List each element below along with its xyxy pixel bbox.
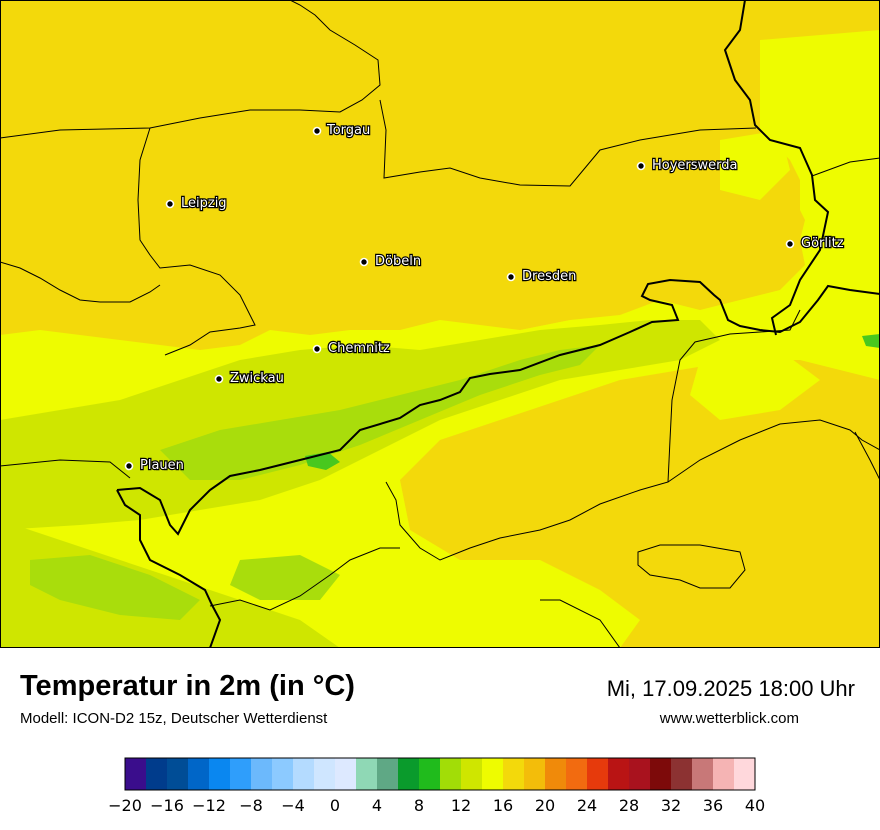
legend-swatch: [629, 758, 651, 790]
country-borders: [116, 0, 880, 648]
legend-swatch: [251, 758, 273, 790]
model-credit: Modell: ICON-D2 15z, Deutscher Wetterdie…: [20, 710, 328, 727]
legend-tick-label: −12: [192, 796, 226, 815]
legend-swatch: [587, 758, 609, 790]
map-title: Temperatur in 2m (in °C): [20, 670, 355, 702]
legend-swatch: [146, 758, 168, 790]
city-marker: [636, 161, 646, 171]
legend-swatch: [692, 758, 714, 790]
legend-swatch: [167, 758, 189, 790]
legend-swatch: [650, 758, 672, 790]
legend-tick-label: 28: [619, 796, 639, 815]
city-hoyerswerda: Hoyerswerda: [636, 157, 739, 174]
legend-tick-label: 4: [372, 796, 382, 815]
legend-frame: [124, 757, 756, 791]
city-marker: [214, 374, 224, 384]
legend-swatch: [440, 758, 462, 790]
city-leipzig: Leipzig: [165, 195, 228, 212]
legend-tick-label: 24: [577, 796, 597, 815]
legend-swatch: [671, 758, 693, 790]
temp-area-12-south: [30, 555, 200, 620]
city-label: Chemnitz: [328, 341, 390, 356]
city-marker: [312, 344, 322, 354]
legend-tick-label: −16: [150, 796, 184, 815]
legend-tick-label: 0: [330, 796, 340, 815]
city-marker: [124, 461, 134, 471]
legend-tick-labels: −20 −16 −12 −8 −4 0 4 8 12 16 20 24 28 32 36 40: [108, 796, 765, 815]
city-label: Hoyerswerda: [652, 158, 738, 173]
city-chemnitz: Chemnitz: [312, 340, 391, 357]
city-label: Görlitz: [801, 236, 844, 251]
city-plauen: Plauen: [124, 457, 185, 474]
legend-swatch: [419, 758, 441, 790]
legend-swatch: [335, 758, 357, 790]
temp-area-10-east: [862, 334, 880, 348]
legend-swatch: [356, 758, 378, 790]
city-goerlitz: Görlitz: [785, 235, 845, 252]
city-torgau: Torgau: [312, 122, 371, 139]
legend-tick-label: −20: [108, 796, 142, 815]
legend-swatch: [209, 758, 231, 790]
city-marker: [359, 257, 369, 267]
temp-area-16-east-patch: [690, 350, 820, 420]
legend-swatch: [125, 758, 147, 790]
temp-area-16-southeast-patch: [440, 560, 640, 648]
legend-tick-label: 16: [493, 796, 513, 815]
legend-swatch: [713, 758, 735, 790]
legend-swatch: [230, 758, 252, 790]
city-label: Leipzig: [181, 196, 227, 211]
temp-area-12-patch: [230, 555, 340, 600]
city-label: Torgau: [326, 123, 370, 138]
state-borders: [0, 0, 880, 648]
forecast-datetime: Mi, 17.09.2025 18:00 Uhr: [606, 676, 855, 701]
legend-tick-label: 32: [661, 796, 681, 815]
legend-tick-label: −8: [239, 796, 263, 815]
legend-swatch: [314, 758, 336, 790]
city-label: Dresden: [522, 269, 576, 284]
temperature-map: Torgau Hoyerswerda Leipzig Görlitz Döbel…: [0, 0, 880, 648]
city-label: Plauen: [140, 458, 184, 473]
legend-swatch: [398, 758, 420, 790]
temp-area-12-ridge: [160, 345, 600, 480]
city-marker: [785, 239, 795, 249]
legend-tick-label: 12: [451, 796, 471, 815]
temp-area-16-northeast: [760, 30, 880, 330]
color-legend: −20 −16 −12 −8 −4 0 4 8 12 16 20 24 28 32 36 40: [108, 757, 765, 815]
city-marker: [312, 126, 322, 136]
city-marker: [165, 199, 175, 209]
legend-swatch: [734, 758, 756, 790]
legend-swatches: [125, 758, 756, 790]
legend-swatch: [608, 758, 630, 790]
legend-swatch: [566, 758, 588, 790]
city-zwickau: Zwickau: [214, 370, 285, 387]
temp-area-18-north: [0, 0, 880, 350]
city-dresden: Dresden: [506, 268, 578, 285]
legend-swatch: [272, 758, 294, 790]
legend-swatch: [524, 758, 546, 790]
legend-tick-label: −4: [281, 796, 305, 815]
city-doebeln: Döbeln: [359, 253, 422, 270]
legend-tick-label: 40: [745, 796, 765, 815]
city-label: Döbeln: [375, 254, 421, 269]
legend-swatch: [377, 758, 399, 790]
legend-swatch: [545, 758, 567, 790]
legend-tick-label: 8: [414, 796, 424, 815]
temp-area-14-vogtland: [0, 520, 340, 648]
legend-swatch: [503, 758, 525, 790]
legend-swatch: [482, 758, 504, 790]
website-link[interactable]: www.wetterblick.com: [659, 710, 799, 727]
temp-area-16-east: [720, 130, 790, 200]
legend-swatch: [188, 758, 210, 790]
legend-tick-label: 36: [703, 796, 723, 815]
legend-swatch: [293, 758, 315, 790]
city-marker: [506, 272, 516, 282]
legend-tick-label: 20: [535, 796, 555, 815]
legend-swatch: [461, 758, 483, 790]
city-label: Zwickau: [230, 371, 284, 386]
